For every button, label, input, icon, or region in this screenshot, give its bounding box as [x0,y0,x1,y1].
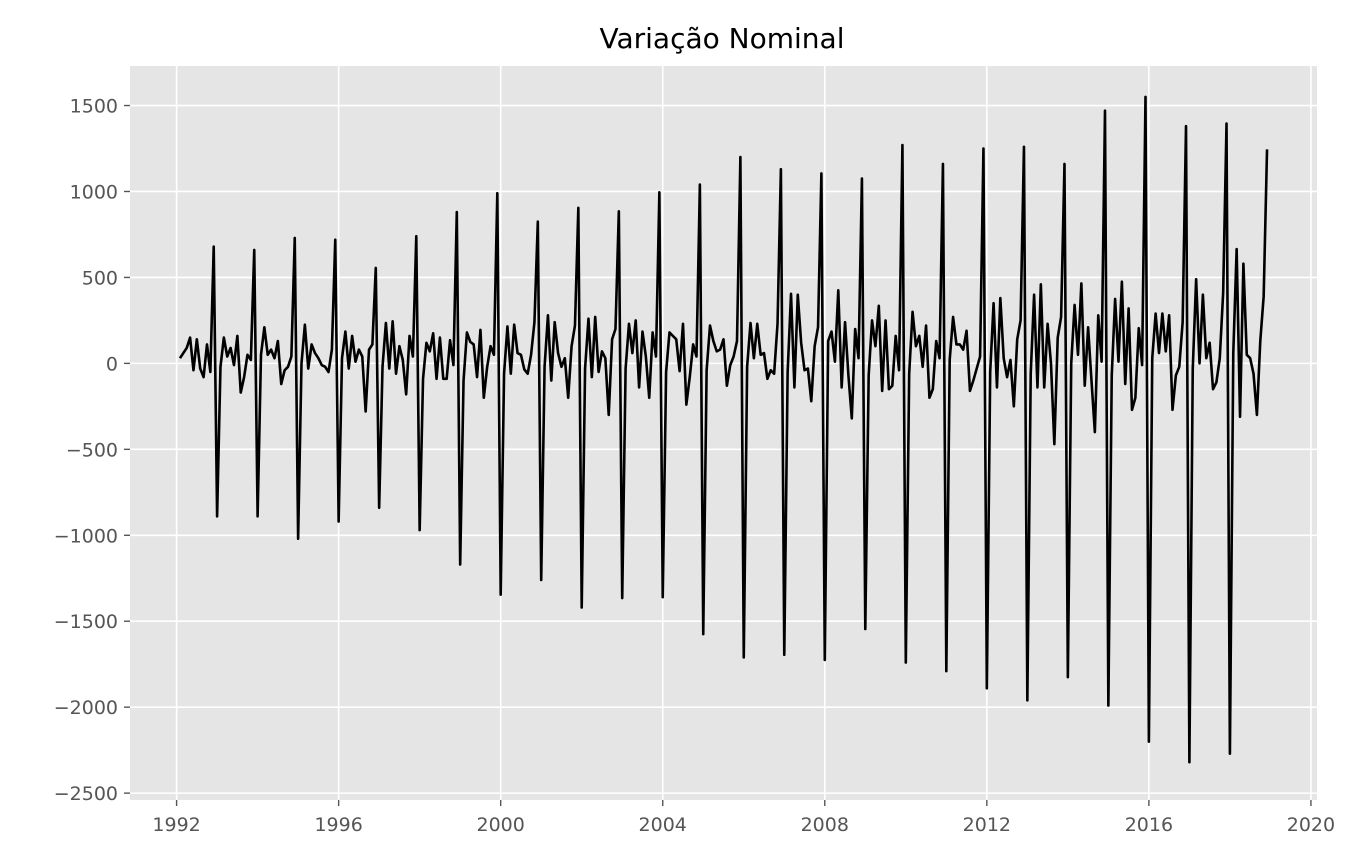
x-tick-label: 1996 [314,814,362,836]
plot-area [130,66,1317,800]
y-tick-label: 500 [82,267,118,289]
y-tick-label: −2000 [54,697,118,719]
x-tick-label: 1992 [152,814,200,836]
grid [130,66,1317,800]
x-tick-label: 2020 [1287,814,1335,836]
x-tick-label: 2016 [1125,814,1173,836]
series-layer [178,95,1269,764]
x-tick-label: 2004 [639,814,687,836]
chart-title: Variação Nominal [600,22,845,55]
y-tick-label: −500 [66,439,118,461]
y-tick-label: −2500 [54,783,118,805]
y-tick-label: −1500 [54,611,118,633]
x-tick-label: 2000 [477,814,525,836]
series-line [178,95,1269,764]
y-tick-label: 1500 [70,96,118,118]
x-tick-label: 2008 [801,814,849,836]
y-tick-label: 1000 [70,181,118,203]
y-tick-label: 0 [106,353,118,375]
axes: 1992 1996 2000 2004 2008 2012 2016 2020 1500 1000… [54,96,1335,836]
x-tick-label: 2012 [963,814,1011,836]
y-tick-label: −1000 [54,525,118,547]
